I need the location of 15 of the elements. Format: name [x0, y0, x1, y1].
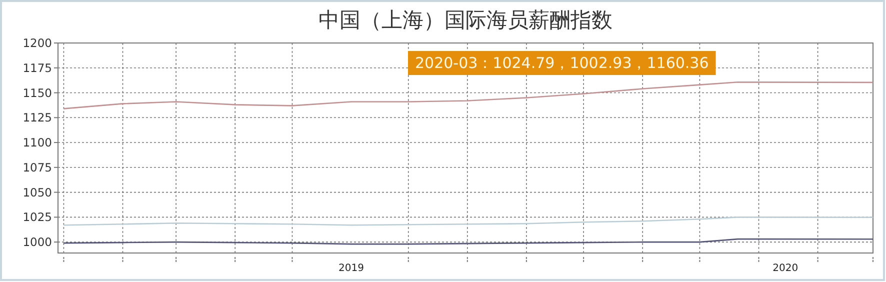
y-tick-label: 1125	[22, 110, 52, 125]
annotation: 2020-03：1024.79，1002.93，1160.36	[415, 54, 709, 72]
line-series	[63, 81, 874, 110]
y-tick-label: 1050	[22, 185, 52, 200]
line-series	[63, 216, 874, 226]
y-tick-label: 1150	[22, 86, 52, 100]
y-tick-label: 1025	[22, 210, 52, 224]
chart-title: 中国（上海）国际海员薪酬指数	[318, 8, 612, 32]
y-tick-label: 1175	[22, 60, 52, 75]
y-tick-label: 1100	[22, 136, 52, 150]
y-tick-label: 1200	[22, 36, 52, 50]
x-tick-label: 2020	[772, 263, 798, 274]
x-tick-label: 2019	[338, 263, 364, 274]
y-tick-label: 1000	[22, 235, 52, 250]
y-tick-label: 1075	[22, 160, 52, 174]
